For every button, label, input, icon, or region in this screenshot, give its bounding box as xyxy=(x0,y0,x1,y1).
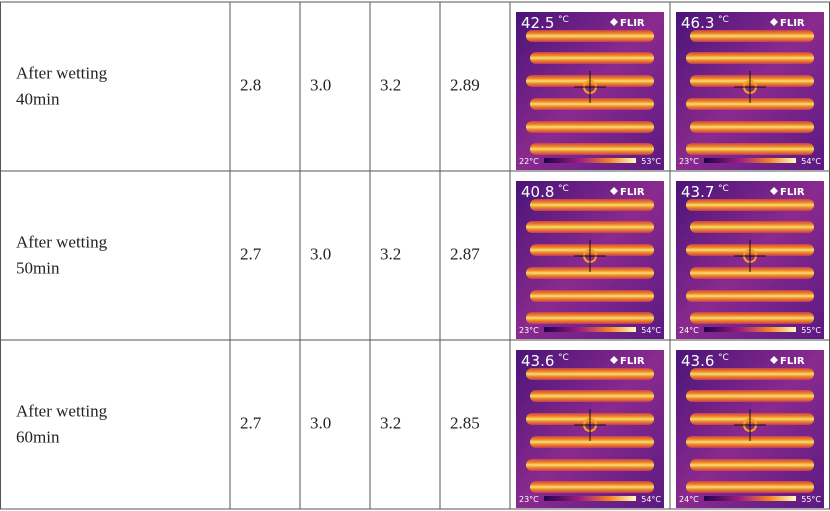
heat-stripe xyxy=(526,459,654,471)
heat-stripe xyxy=(690,30,814,42)
cell-value: 2.7 xyxy=(240,244,262,263)
heat-stripe xyxy=(686,290,814,302)
temperature-unit: °C xyxy=(558,184,569,194)
brand: FLIR xyxy=(620,18,645,29)
scale-max: 54°C xyxy=(641,495,661,504)
scale-min: 23°C xyxy=(519,495,539,504)
brand-icon xyxy=(610,187,618,195)
cell-value: 3.0 xyxy=(310,75,331,94)
heat-stripe xyxy=(526,221,654,233)
heat-stripe xyxy=(686,143,814,155)
temperature-unit: °C xyxy=(718,184,729,194)
cell-value: 2.87 xyxy=(450,244,480,263)
scale-max: 55°C xyxy=(801,326,821,335)
heat-stripe xyxy=(686,98,814,110)
heat-stripe xyxy=(686,436,814,448)
temperature-unit: °C xyxy=(718,353,729,363)
scale-bar xyxy=(704,496,796,501)
scale-min: 24°C xyxy=(679,495,699,504)
brand-icon xyxy=(770,18,778,26)
heat-stripe xyxy=(530,290,654,302)
brand: FLIR xyxy=(780,18,805,29)
scale-min: 22°C xyxy=(519,157,539,166)
row-label: After wetting xyxy=(16,401,108,420)
scale-max: 54°C xyxy=(641,326,661,335)
row-label: After wetting xyxy=(16,63,108,82)
cell-value: 2.8 xyxy=(240,75,261,94)
heat-stripe xyxy=(690,368,814,380)
scale-bar xyxy=(544,158,636,163)
cell-value: 2.7 xyxy=(240,413,262,432)
row-label: After wetting xyxy=(16,232,108,251)
cell-value: 2.89 xyxy=(450,75,480,94)
cell-value: 3.0 xyxy=(310,244,331,263)
heat-stripe xyxy=(686,52,814,64)
cell-value: 3.0 xyxy=(310,413,331,432)
scale-bar xyxy=(704,327,796,332)
cell-value: 3.2 xyxy=(380,244,401,263)
brand: FLIR xyxy=(620,356,645,367)
cell-value: 3.2 xyxy=(380,75,401,94)
scale-bar xyxy=(544,327,636,332)
temperature-unit: °C xyxy=(558,15,569,25)
heat-stripe xyxy=(526,368,654,380)
heat-stripe xyxy=(690,221,814,233)
heat-stripe xyxy=(530,143,654,155)
heat-stripe xyxy=(530,390,654,402)
heat-stripe xyxy=(686,390,814,402)
thermal-image: 43.6 °C FLIR 24°C 55°C xyxy=(676,350,824,508)
thermal-image: 46.3 °C FLIR 23°C 54°C xyxy=(676,12,824,170)
heat-stripe xyxy=(690,121,814,133)
temperature-unit: °C xyxy=(718,15,729,25)
heat-stripe xyxy=(530,481,654,493)
brand: FLIR xyxy=(780,356,805,367)
heat-stripe xyxy=(530,199,654,211)
thermal-image: 42.5 °C FLIR 22°C 53°C xyxy=(516,12,664,170)
thermal-image: 43.7 °C FLIR 24°C 55°C xyxy=(676,181,824,339)
heat-stripe xyxy=(530,52,654,64)
heat-stripe xyxy=(690,312,814,324)
heat-stripe xyxy=(526,267,654,279)
heat-stripe xyxy=(530,98,654,110)
scale-min: 23°C xyxy=(679,157,699,166)
heat-stripe xyxy=(686,199,814,211)
brand-icon xyxy=(770,187,778,195)
heat-stripe xyxy=(690,459,814,471)
temperature-reading: 43.6 xyxy=(521,352,554,370)
scale-bar xyxy=(544,496,636,501)
temperature-reading: 43.6 xyxy=(681,352,714,370)
heat-stripe xyxy=(686,481,814,493)
heat-stripe xyxy=(690,267,814,279)
heat-stripe xyxy=(526,312,654,324)
scale-bar xyxy=(704,158,796,163)
temperature-unit: °C xyxy=(558,353,569,363)
row-label: 50min xyxy=(16,258,60,277)
brand-icon xyxy=(610,356,618,364)
heat-stripe xyxy=(526,121,654,133)
brand: FLIR xyxy=(780,187,805,198)
scale-min: 24°C xyxy=(679,326,699,335)
temperature-reading: 46.3 xyxy=(681,14,714,32)
heat-stripe xyxy=(530,436,654,448)
scale-max: 53°C xyxy=(641,157,661,166)
temperature-reading: 42.5 xyxy=(521,14,554,32)
cell-value: 2.85 xyxy=(450,413,480,432)
heat-stripe xyxy=(526,30,654,42)
scale-max: 54°C xyxy=(801,157,821,166)
brand: FLIR xyxy=(620,187,645,198)
scale-max: 55°C xyxy=(801,495,821,504)
row-label: 40min xyxy=(16,89,60,108)
temperature-reading: 40.8 xyxy=(521,183,554,201)
thermal-image: 43.6 °C FLIR 23°C 54°C xyxy=(516,350,664,508)
row-label: 60min xyxy=(16,427,60,446)
cell-value: 3.2 xyxy=(380,413,401,432)
brand-icon xyxy=(770,356,778,364)
brand-icon xyxy=(610,18,618,26)
scale-min: 23°C xyxy=(519,326,539,335)
thermal-image: 40.8 °C FLIR 23°C 54°C xyxy=(516,181,664,339)
temperature-reading: 43.7 xyxy=(681,183,714,201)
